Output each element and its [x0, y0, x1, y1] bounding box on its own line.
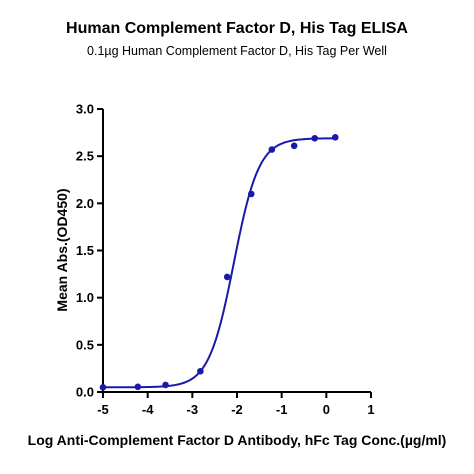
x-tick-label: -1 — [276, 402, 288, 417]
chart-subtitle: 0.1µg Human Complement Factor D, His Tag… — [87, 44, 387, 58]
data-points — [99, 134, 339, 391]
y-tick-label: 2.5 — [76, 149, 94, 164]
x-tick-label: -4 — [142, 402, 154, 417]
x-ticks: -5 -4 -3 -2 -1 0 1 — [97, 392, 375, 417]
data-point — [290, 142, 298, 150]
x-tick-label: -2 — [231, 402, 243, 417]
data-point — [99, 383, 107, 391]
x-tick-label: -5 — [97, 402, 109, 417]
y-axis-label: Mean Abs.(OD450) — [54, 188, 70, 311]
y-tick-label: 0.5 — [76, 337, 94, 352]
y-tick-label: 1.5 — [76, 243, 94, 258]
data-point — [311, 134, 319, 142]
data-point — [331, 134, 339, 141]
fit-curve — [103, 137, 336, 389]
data-point — [197, 367, 204, 375]
y-tick-label: 2.0 — [76, 196, 94, 211]
data-point — [268, 146, 276, 153]
y-ticks: 0.0 0.5 1.0 1.5 2.0 2.5 3.0 — [76, 102, 103, 400]
y-tick-label: 3.0 — [76, 102, 94, 117]
chart-title: Human Complement Factor D, His Tag ELISA — [66, 20, 408, 37]
x-axis-label: Log Anti-Complement Factor D Antibody, h… — [28, 432, 447, 448]
data-point — [223, 273, 231, 281]
data-point — [247, 190, 255, 198]
data-point — [134, 383, 142, 391]
x-tick-label: -3 — [187, 402, 199, 417]
x-tick-label: 0 — [323, 402, 330, 417]
y-tick-label: 0.0 — [76, 385, 94, 400]
x-tick-label: 1 — [367, 402, 374, 417]
data-point — [162, 381, 169, 389]
y-tick-label: 1.0 — [76, 290, 94, 305]
